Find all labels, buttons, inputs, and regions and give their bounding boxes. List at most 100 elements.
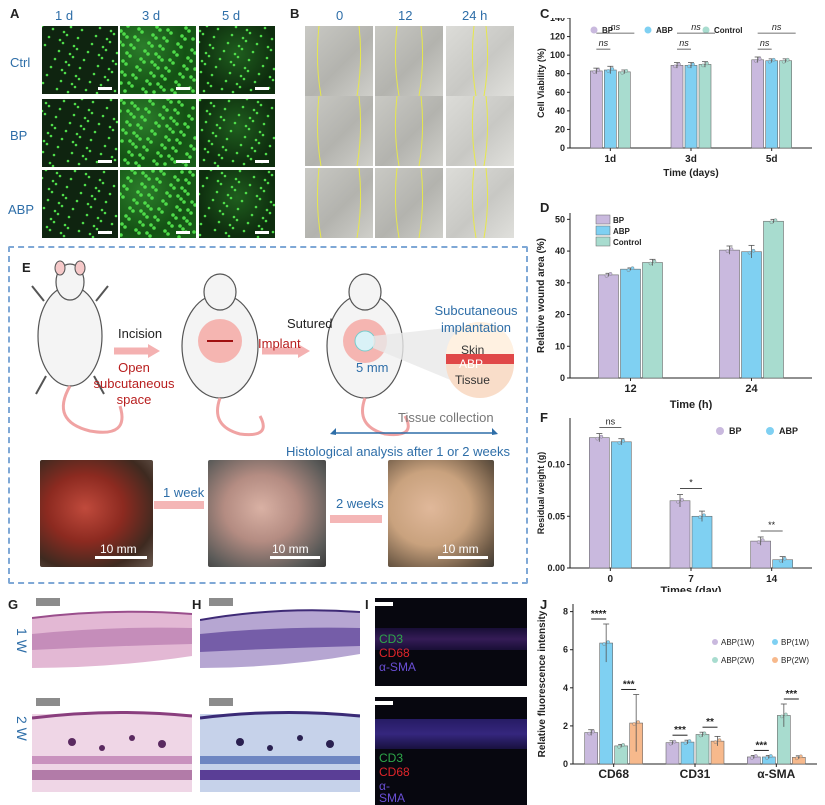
data-point (677, 62, 681, 67)
data-point (687, 739, 692, 743)
fluorescence-tile (42, 170, 118, 238)
significance-label: *** (785, 689, 797, 700)
bar (618, 71, 631, 149)
bar (698, 64, 712, 149)
legend-marker (590, 26, 598, 34)
rat-incision-icon (181, 273, 265, 437)
data-point (799, 754, 803, 759)
bar (611, 441, 632, 569)
data-point (725, 249, 730, 253)
scale-bar (438, 556, 488, 559)
data-point (636, 720, 640, 724)
legend-swatch (595, 214, 611, 225)
data-point (617, 440, 622, 445)
scale-bar (270, 556, 320, 559)
scale-bar (255, 231, 269, 234)
y-tick-label: 0.05 (547, 511, 565, 521)
fluorescence-tile (42, 99, 118, 167)
data-point (617, 745, 621, 749)
data-point (747, 250, 752, 255)
legend-marker (644, 26, 652, 34)
significance-label: * (689, 478, 693, 488)
data-point (596, 68, 601, 72)
significance-label: ** (706, 717, 714, 728)
panel-label-d: D (540, 200, 550, 215)
bar (670, 65, 684, 149)
data-point (608, 272, 613, 276)
scale-label: 10 mm (442, 542, 479, 556)
significance-label: ns (611, 22, 621, 32)
data-point (620, 71, 625, 75)
scratch-tile (446, 168, 514, 238)
scale-bar (36, 698, 60, 706)
data-point (781, 59, 786, 64)
scale-bar (176, 231, 190, 234)
col-label-24h: 24 h (462, 8, 488, 23)
row-label-abp: ABP (8, 202, 35, 217)
data-point (673, 64, 677, 69)
col-label-1d: 1 d (55, 8, 74, 23)
scale-bar (95, 556, 147, 559)
data-point (683, 741, 688, 745)
histology-note: Histological analysis after 1 or 2 weeks (286, 444, 510, 459)
marker-cd3: CD3 (379, 632, 404, 646)
scratch-tile (305, 26, 373, 96)
x-tick-label: α-SMA (757, 767, 795, 781)
week2-label: 2 weeks (336, 496, 384, 511)
timeline-bracket (330, 428, 498, 435)
abp-layer-label: ABP (459, 357, 484, 371)
week1-label: 1 week (163, 485, 205, 500)
significance-label: *** (674, 725, 686, 736)
data-point (668, 741, 673, 746)
y-tick-label: 0 (563, 759, 568, 769)
skin-abp-tissue-icon (446, 322, 514, 398)
data-point (782, 556, 787, 561)
bar (598, 274, 619, 379)
scale-bar (98, 87, 112, 90)
fluorescence-tile (199, 26, 275, 94)
y-tick-label: 140 (550, 18, 565, 23)
arrow-right-icon (154, 501, 204, 509)
y-tick-label: 20 (555, 124, 565, 134)
scale-bar (255, 160, 269, 163)
row-label-2w: 2 W (14, 716, 30, 741)
x-tick-label: 14 (766, 574, 778, 585)
legend-label: BP (613, 216, 625, 225)
y-axis-label: Relative fluorescence intensity (537, 610, 548, 757)
panel-label-j: J (540, 597, 548, 612)
scale-bar (176, 87, 190, 90)
bar (765, 60, 778, 149)
bar (614, 745, 628, 765)
legend-label: ABP(2W) (721, 656, 755, 665)
panel-label-e: E (22, 260, 31, 275)
fluorescence-tile (42, 26, 118, 94)
scratch-tile (375, 96, 443, 166)
data-point (702, 513, 706, 518)
y-tick-label: 0 (560, 143, 565, 153)
data-point (606, 640, 610, 644)
significance-label: *** (623, 679, 635, 690)
data-point (780, 714, 784, 719)
y-tick-label: 80 (555, 69, 565, 79)
data-point (713, 740, 718, 744)
scale-label: 10 mm (272, 542, 309, 556)
bar (604, 69, 617, 149)
x-tick-label: 3d (685, 154, 697, 165)
scale-label: 10 mm (100, 542, 137, 556)
data-point (778, 558, 783, 563)
open-space-label: Open subcutaneous space (93, 360, 175, 407)
legend-label: Control (613, 238, 641, 247)
panel-label-b: B (290, 6, 300, 21)
data-point (592, 70, 597, 74)
y-tick-label: 60 (555, 87, 565, 97)
bar (719, 249, 740, 379)
fluorescence-tile (199, 170, 275, 238)
bar (741, 251, 762, 379)
chart-residual-weight: 0.00 0.05 0.10 0 7 14 Residual weight (g) Times… (536, 417, 812, 592)
panel-label-i: I (365, 597, 369, 612)
skin-label: Skin (461, 343, 485, 357)
data-point (757, 56, 762, 61)
legend-swatch (595, 236, 611, 247)
data-point (717, 738, 722, 742)
scratch-tile (446, 96, 514, 166)
